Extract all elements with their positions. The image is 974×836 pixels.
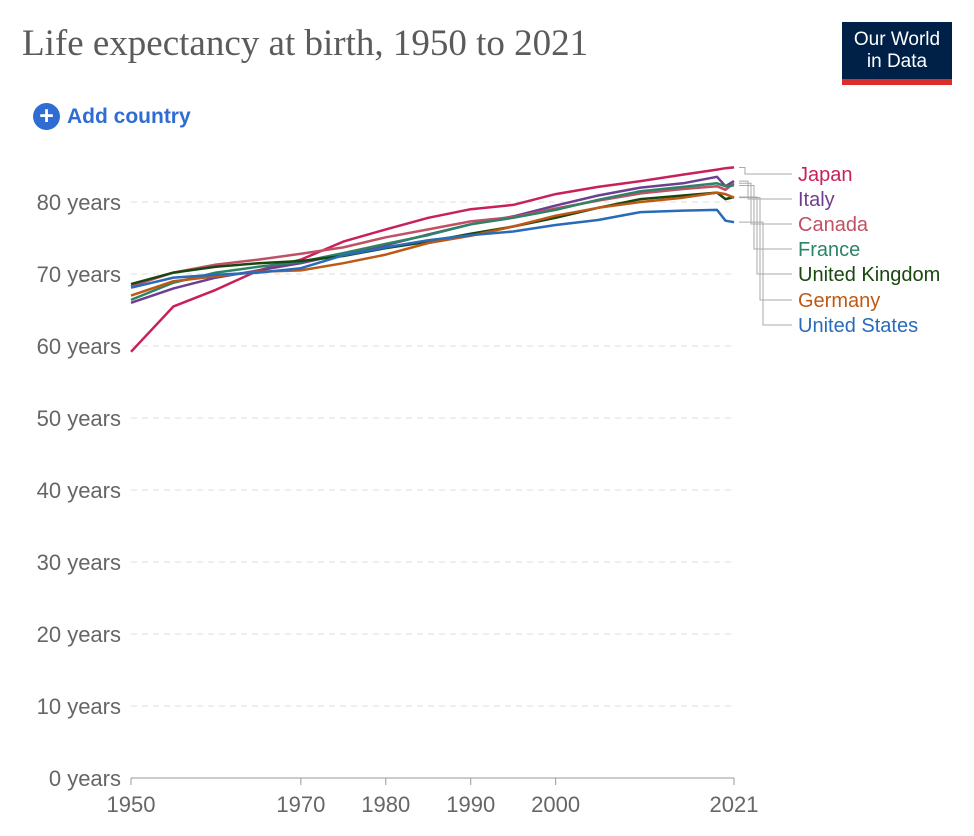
x-tick-label: 1950 <box>107 792 156 817</box>
label-connector <box>739 184 792 250</box>
x-tick-label: 1970 <box>276 792 325 817</box>
y-tick-label: 70 years <box>37 262 121 287</box>
series-label: Canada <box>798 214 869 236</box>
x-tick-label: 2000 <box>531 792 580 817</box>
logo-bar <box>842 79 952 85</box>
series-label: Japan <box>798 164 853 186</box>
y-tick-label: 10 years <box>37 694 121 719</box>
plus-circle-icon: + <box>33 103 60 130</box>
add-country-label: Add country <box>67 104 191 128</box>
y-tick-label: 80 years <box>37 190 121 215</box>
label-connector <box>739 180 792 200</box>
series-line-france <box>130 182 735 302</box>
series-line-united-states <box>130 208 735 289</box>
logo-line2: in Data <box>866 51 928 72</box>
label-connector <box>739 182 792 225</box>
series-line-germany <box>130 191 735 297</box>
label-connector <box>739 197 792 301</box>
x-tick-label: 1980 <box>361 792 410 817</box>
series-line-japan <box>130 166 735 353</box>
series-label: Italy <box>798 189 835 211</box>
logo-line1: Our World <box>853 29 941 50</box>
add-country-button[interactable]: + Add country <box>33 103 191 130</box>
label-connector <box>739 196 792 275</box>
owid-logo[interactable]: Our World in Data <box>842 22 952 85</box>
series-line-canada <box>130 182 735 288</box>
series-label: France <box>798 239 860 261</box>
y-tick-label: 0 years <box>49 766 121 791</box>
label-connector <box>739 166 792 175</box>
label-connector <box>739 221 792 326</box>
x-tick-label: 2021 <box>710 792 759 817</box>
y-tick-label: 30 years <box>37 550 121 575</box>
y-tick-label: 50 years <box>37 406 121 431</box>
y-tick-label: 60 years <box>37 334 121 359</box>
x-tick-label: 1990 <box>446 792 495 817</box>
series-label: United States <box>798 315 918 337</box>
chart-title: Life expectancy at birth, 1950 to 2021 <box>22 23 589 64</box>
y-tick-label: 20 years <box>37 622 121 647</box>
series-label: Germany <box>798 290 880 312</box>
y-tick-label: 40 years <box>37 478 121 503</box>
series-line-united-kingdom <box>130 191 735 286</box>
series-label: United Kingdom <box>798 264 940 286</box>
